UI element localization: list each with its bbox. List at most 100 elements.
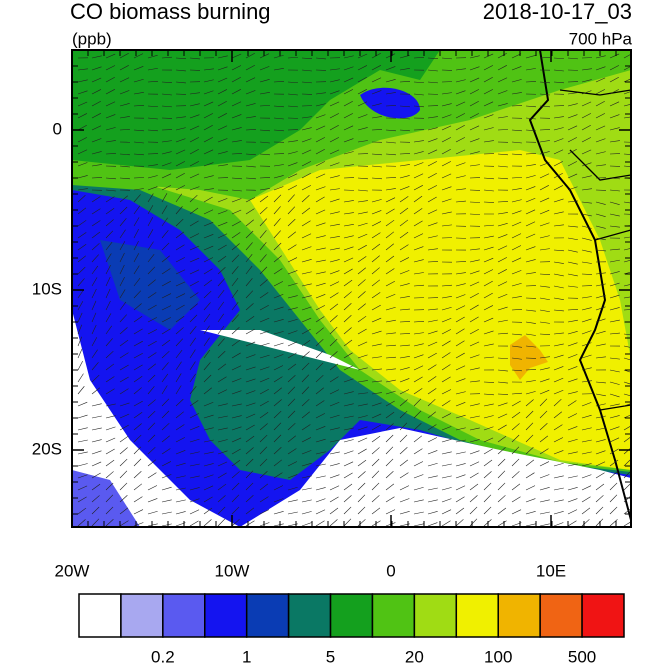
wind-barb <box>217 89 228 95</box>
wind-barb <box>301 127 312 131</box>
wind-barb <box>91 495 100 503</box>
wind-barb <box>511 245 522 251</box>
wind-barb <box>595 518 604 527</box>
wind-barb <box>245 52 255 59</box>
wind-barb <box>315 186 326 191</box>
wind-barb <box>525 309 536 312</box>
wind-barb <box>175 462 186 467</box>
wind-barb <box>413 81 424 84</box>
wind-barb <box>175 487 186 491</box>
wind-barb <box>329 389 340 395</box>
wind-barb <box>497 281 508 287</box>
wind-barb <box>119 116 130 119</box>
wind-barb <box>525 321 536 324</box>
wind-barb <box>581 507 591 515</box>
wind-barb <box>175 349 183 359</box>
wind-barb <box>203 401 214 407</box>
wind-barb <box>567 308 578 311</box>
wind-barb <box>385 434 394 443</box>
wind-barb <box>413 388 423 395</box>
wind-barb <box>511 357 522 360</box>
wind-barb <box>455 149 466 155</box>
wind-barb <box>595 461 606 467</box>
wind-barb <box>77 463 88 467</box>
wind-barb <box>497 447 506 455</box>
wind-barb <box>189 337 196 347</box>
wind-barb <box>553 354 564 359</box>
wind-barb <box>175 116 186 119</box>
wind-barb <box>357 114 368 119</box>
wind-barb <box>357 482 366 491</box>
wind-barb <box>91 164 102 167</box>
wind-barb <box>483 459 493 467</box>
wind-barb <box>595 55 606 59</box>
wind-barb <box>329 338 338 347</box>
wind-barb <box>161 486 172 491</box>
colorbar-label: 500 <box>568 647 596 666</box>
wind-barb <box>497 306 508 311</box>
wind-barb <box>259 317 270 323</box>
wind-barb <box>259 411 269 419</box>
wind-barb <box>217 255 227 263</box>
wind-barb <box>623 393 631 397</box>
wind-barb <box>427 352 437 359</box>
wind-barb <box>567 125 578 131</box>
wind-barb <box>497 482 506 491</box>
wind-barb <box>301 450 312 455</box>
wind-barb <box>497 520 507 527</box>
wind-barb <box>399 485 410 491</box>
wind-barb <box>441 498 452 503</box>
wind-barb <box>217 350 226 359</box>
wind-barb <box>595 393 606 397</box>
wind-barb <box>287 352 297 359</box>
wind-barb <box>259 400 269 407</box>
wind-barb <box>217 278 225 287</box>
wind-barb <box>189 57 200 60</box>
wind-barb <box>175 281 186 287</box>
wind-barb <box>553 127 564 131</box>
wind-barb <box>259 254 267 263</box>
wind-barb <box>133 434 142 443</box>
wind-barb <box>315 475 326 479</box>
wind-barb <box>441 224 452 227</box>
wind-barb <box>315 438 326 443</box>
wind-barb <box>581 213 592 217</box>
wind-barb <box>525 105 536 108</box>
colorbar-box <box>287 593 332 638</box>
wind-barb <box>371 129 383 131</box>
wind-barb <box>287 105 298 108</box>
wind-barb <box>553 57 564 60</box>
wind-barb <box>525 246 536 251</box>
wind-barb <box>273 399 282 407</box>
wind-barb <box>329 113 340 119</box>
wind-barb <box>273 293 284 299</box>
wind-barb <box>259 292 269 299</box>
wind-barb <box>385 379 396 383</box>
wind-barb <box>329 496 339 503</box>
wind-barb <box>147 510 158 515</box>
wind-barb <box>595 201 606 205</box>
wind-barb <box>91 403 102 407</box>
wind-barb <box>329 281 340 287</box>
wind-barb <box>287 499 298 503</box>
wind-barb <box>399 244 409 251</box>
wind-barb <box>553 138 564 143</box>
units: (ppb) <box>72 29 112 48</box>
wind-barb <box>399 333 411 335</box>
wind-barb <box>161 242 170 251</box>
wind-barb <box>427 261 439 263</box>
wind-barb <box>525 345 536 348</box>
wind-barb <box>553 224 564 227</box>
wind-barb <box>315 387 324 395</box>
wind-barb <box>175 138 186 143</box>
wind-barb <box>203 474 214 479</box>
wind-barb <box>147 54 158 59</box>
wind-barb <box>581 101 592 107</box>
wind-barb <box>175 511 186 515</box>
wind-barb <box>91 439 102 443</box>
wind-barb <box>105 65 116 71</box>
wind-barb <box>385 79 396 83</box>
wind-barb <box>329 414 340 419</box>
wind-barb <box>483 330 494 335</box>
wind-barb <box>273 268 283 275</box>
